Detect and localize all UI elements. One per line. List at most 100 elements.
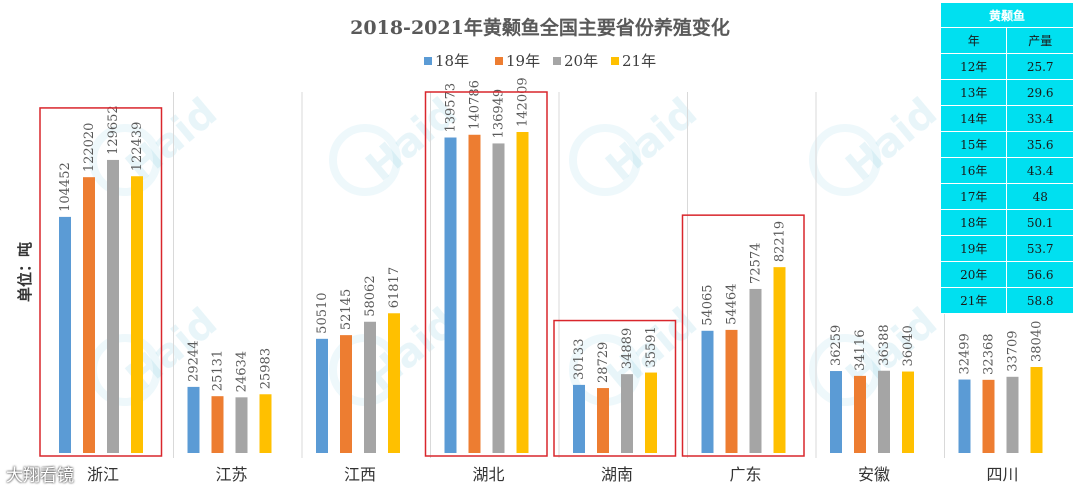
category-label: 四川 bbox=[986, 465, 1018, 484]
table-cell-year: 17年 bbox=[939, 183, 1008, 210]
chart-legend: 18年 19年 20年 21年 bbox=[424, 52, 656, 70]
bar bbox=[902, 371, 914, 453]
watermark-text: Haid bbox=[837, 89, 945, 190]
legend-label: 19年 bbox=[506, 52, 540, 70]
table-title: 黄颡鱼 bbox=[940, 2, 1074, 28]
table-cell-output: 43.4 bbox=[1006, 157, 1074, 184]
table-header-year: 年 bbox=[939, 27, 1008, 54]
watermark-logo-icon bbox=[809, 334, 881, 406]
data-label: 136949 bbox=[492, 89, 507, 139]
table-row: 18年 50.1 bbox=[939, 209, 1074, 236]
data-label: 30133 bbox=[572, 339, 587, 380]
data-label: 52145 bbox=[339, 289, 354, 330]
bar bbox=[444, 137, 457, 453]
bar bbox=[958, 379, 971, 453]
table-row: 17年 48 bbox=[939, 183, 1074, 210]
data-label: 140786 bbox=[468, 80, 483, 130]
table-cell-year: 16年 bbox=[939, 157, 1008, 184]
table-cell-output: 56.6 bbox=[1006, 261, 1074, 288]
category-label: 湖北 bbox=[472, 465, 504, 484]
data-label: 25983 bbox=[259, 348, 274, 389]
bar bbox=[259, 394, 272, 453]
table-row: 14年 33.4 bbox=[939, 105, 1074, 132]
legend-label: 21年 bbox=[622, 52, 656, 70]
data-label: 54065 bbox=[701, 284, 716, 325]
table-row: 16年 43.4 bbox=[939, 157, 1074, 184]
bar bbox=[701, 330, 714, 453]
category-label: 安徽 bbox=[858, 465, 890, 484]
table-cell-year: 14年 bbox=[939, 105, 1008, 132]
table-row: 21年 58.8 bbox=[939, 287, 1074, 314]
data-label: 32368 bbox=[982, 333, 997, 374]
data-label: 82219 bbox=[773, 221, 788, 262]
bar bbox=[573, 384, 585, 453]
data-label: 38040 bbox=[1030, 321, 1045, 362]
chart-title: 2018-2021年黄颡鱼全国主要省份养殖变化 bbox=[350, 16, 730, 39]
category-label: 江西 bbox=[344, 465, 376, 484]
data-label: 35591 bbox=[644, 326, 659, 367]
data-label: 72574 bbox=[749, 243, 764, 284]
data-label: 122439 bbox=[130, 122, 145, 172]
bar bbox=[364, 321, 376, 453]
table-cell-output: 33.4 bbox=[1006, 105, 1074, 132]
bar bbox=[597, 388, 609, 453]
bar bbox=[830, 371, 842, 453]
table-cell-output: 29.6 bbox=[1006, 79, 1074, 106]
bar bbox=[59, 216, 71, 453]
legend-label: 18年 bbox=[435, 52, 469, 70]
table-cell-output: 35.6 bbox=[1006, 131, 1074, 158]
bar bbox=[854, 375, 866, 453]
table-cell-output: 53.7 bbox=[1006, 235, 1074, 262]
data-label: 36040 bbox=[901, 325, 916, 366]
data-label: 122020 bbox=[82, 123, 97, 173]
table-header-output: 产量 bbox=[1006, 27, 1074, 54]
table-cell-year: 19年 bbox=[939, 235, 1008, 262]
category-label: 浙江 bbox=[87, 465, 119, 484]
highlight-box bbox=[424, 91, 548, 457]
watermark-logo-icon bbox=[89, 124, 161, 196]
category-label: 江苏 bbox=[215, 465, 247, 484]
table-row: 20年 56.6 bbox=[939, 261, 1074, 288]
table-cell-output: 48 bbox=[1006, 183, 1074, 210]
highlight-box bbox=[39, 107, 163, 457]
bar bbox=[492, 143, 505, 453]
watermark-logo-icon bbox=[569, 124, 641, 196]
bar bbox=[982, 379, 995, 453]
data-label: 34889 bbox=[620, 328, 635, 369]
bar bbox=[131, 176, 143, 453]
bar bbox=[83, 177, 95, 453]
y-axis-unit-label: 单位：吨 bbox=[16, 242, 34, 302]
bar bbox=[468, 134, 481, 453]
bar bbox=[749, 288, 762, 453]
data-label: 29244 bbox=[187, 341, 202, 382]
bar bbox=[645, 372, 657, 453]
watermark-logo-icon bbox=[329, 124, 401, 196]
data-label: 129652 bbox=[106, 105, 121, 155]
bar bbox=[388, 313, 400, 453]
table-row: 19年 53.7 bbox=[939, 235, 1074, 262]
table-row: 15年 35.6 bbox=[939, 131, 1074, 158]
table-body: 12年 25.7 13年 29.6 14年 33.4 15年 35.6 16年 43.4 17年 48… bbox=[939, 53, 1074, 314]
bar bbox=[316, 338, 328, 453]
data-label: 139573 bbox=[444, 83, 459, 133]
data-label: 104452 bbox=[58, 162, 73, 212]
data-label: 61817 bbox=[387, 267, 402, 308]
data-label: 50510 bbox=[315, 292, 330, 333]
bar bbox=[725, 329, 738, 453]
data-label: 24634 bbox=[235, 351, 250, 392]
category-label: 湖南 bbox=[601, 465, 633, 484]
corner-watermark-label: 大翔看镜 bbox=[6, 466, 74, 486]
table-cell-year: 13年 bbox=[939, 79, 1008, 106]
bar bbox=[1006, 376, 1019, 453]
highlight-box bbox=[681, 214, 805, 457]
bar bbox=[878, 370, 890, 453]
table-row: 12年 25.7 bbox=[939, 53, 1074, 80]
table-cell-year: 21年 bbox=[939, 287, 1008, 314]
data-label: 36259 bbox=[829, 325, 844, 366]
legend-swatch bbox=[495, 57, 503, 65]
legend-swatch bbox=[553, 57, 561, 65]
table-cell-output: 25.7 bbox=[1006, 53, 1074, 80]
legend-swatch bbox=[611, 57, 619, 65]
bar bbox=[1030, 367, 1043, 453]
